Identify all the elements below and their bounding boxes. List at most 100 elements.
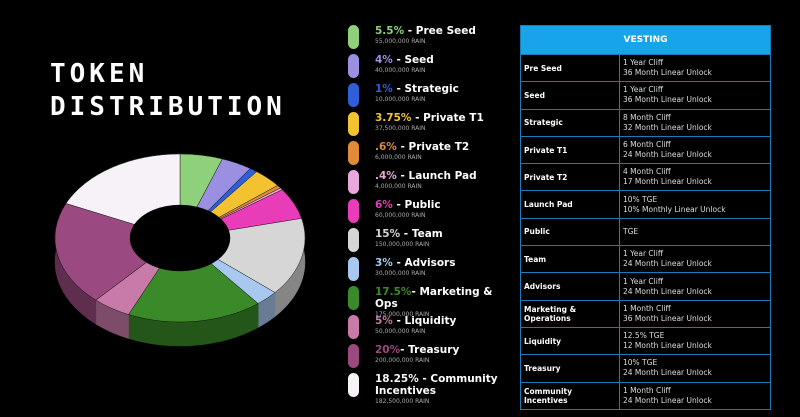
row-terms: 1 Year Cliff 36 Month Linear Unlock bbox=[619, 53, 771, 83]
legend-item: 6% - Public 60,000,000 RAIN bbox=[348, 199, 508, 225]
term-line: 1 Year Cliff bbox=[623, 249, 663, 259]
term-line: 1 Year Cliff bbox=[623, 276, 663, 286]
term-line: 10% TGE bbox=[623, 194, 658, 204]
legend-percent: 20% bbox=[375, 344, 401, 356]
legend-label: Public bbox=[404, 199, 441, 211]
row-label: Marketing & Operations bbox=[520, 299, 620, 328]
slice bbox=[128, 263, 259, 323]
row-label: Team bbox=[520, 245, 620, 274]
row-label: Seed bbox=[520, 81, 620, 110]
vesting-table: VESTING Pre Seed 1 Year Cliff 36 Month Lin… bbox=[520, 25, 771, 410]
legend-label: Advisors bbox=[404, 257, 456, 269]
term-line: 36 Month Linear Unlock bbox=[623, 95, 712, 105]
legend-label: Liquidity bbox=[404, 315, 457, 327]
legend-separator: - bbox=[392, 257, 405, 269]
legend-amount: 200,000,000 RAIN bbox=[375, 357, 430, 364]
legend-percent: 5.5% bbox=[375, 25, 405, 37]
legend-item: 15% - Team 150,000,000 RAIN bbox=[348, 228, 508, 254]
slice bbox=[54, 203, 147, 301]
legend-percent: .6% bbox=[375, 141, 397, 153]
legend-percent: 15% bbox=[375, 228, 401, 240]
term-line: 6 Month Cliff bbox=[623, 140, 671, 150]
legend-swatch bbox=[348, 25, 359, 49]
legend-amount: 10,000,000 RAIN bbox=[375, 96, 426, 103]
term-line: 1 Month Cliff bbox=[623, 303, 671, 313]
term-line: 24 Month Linear Unlock bbox=[623, 259, 712, 269]
legend-percent: 4% bbox=[375, 54, 393, 66]
legend-text: 1% - Strategic 10,000,000 RAIN bbox=[375, 83, 510, 104]
row-label: Launch Pad bbox=[520, 190, 620, 219]
table-row: Team 1 Year Cliff 24 Month Linear Unlock bbox=[520, 245, 771, 274]
row-label: Treasury bbox=[520, 354, 620, 383]
legend-swatch bbox=[348, 141, 359, 165]
legend-amount: 37,500,000 RAIN bbox=[375, 125, 426, 132]
term-line: 1 Month Cliff bbox=[623, 385, 671, 395]
row-label: Liquidity bbox=[520, 326, 620, 356]
row-terms: 4 Month Cliff 17 Month Linear Unlock bbox=[619, 163, 771, 192]
legend-amount: 150,000,000 RAIN bbox=[375, 241, 430, 248]
legend-item: 5% - Liquidity 50,000,000 RAIN bbox=[348, 315, 508, 341]
legend-item: 20%- Treasury 200,000,000 RAIN bbox=[348, 344, 508, 370]
row-terms: TGE bbox=[619, 217, 771, 247]
table-row: Community Incentives 1 Month Cliff 24 Mont… bbox=[520, 381, 771, 410]
legend-text: 3% - Advisors 30,000,000 RAIN bbox=[375, 257, 510, 278]
legend-amount: 6,000,000 RAIN bbox=[375, 154, 422, 161]
legend-text: .6% - Private T2 6,000,000 RAIN bbox=[375, 141, 510, 162]
legend-text: 5% - Liquidity 50,000,000 RAIN bbox=[375, 315, 510, 336]
row-label: Private T2 bbox=[520, 163, 620, 192]
row-label: Community Incentives bbox=[520, 381, 620, 410]
legend-text: 5.5% - Pree Seed 55,000,000 RAIN bbox=[375, 25, 510, 46]
term-line: 24 Month Linear Unlock bbox=[623, 395, 712, 405]
legend-swatch bbox=[348, 199, 359, 223]
legend-text: 4% - Seed 40,000,000 RAIN bbox=[375, 54, 510, 75]
legend-swatch bbox=[348, 286, 359, 310]
term-line: 12.5% TGE bbox=[623, 331, 665, 341]
legend-percent: 1% bbox=[375, 83, 393, 95]
legend-separator: - bbox=[404, 25, 416, 37]
legend-percent: 6% bbox=[375, 199, 393, 211]
legend-text: 17.5%- Marketing & Ops 175,000,000 RAIN bbox=[375, 286, 510, 319]
legend-amount: 30,000,000 RAIN bbox=[375, 270, 426, 277]
donut-chart bbox=[54, 153, 306, 347]
legend-separator: - bbox=[411, 286, 420, 298]
term-line: 1 Year Cliff bbox=[623, 85, 663, 95]
legend-label: Private T1 bbox=[423, 112, 484, 124]
legend-swatch bbox=[348, 373, 359, 397]
table-row: Seed 1 Year Cliff 36 Month Linear Unlock bbox=[520, 81, 771, 110]
legend-separator: - bbox=[418, 373, 431, 385]
table-header: VESTING bbox=[520, 25, 771, 55]
legend-separator: - bbox=[392, 199, 405, 211]
legend-separator: - bbox=[411, 112, 424, 124]
legend-text: 20%- Treasury 200,000,000 RAIN bbox=[375, 344, 510, 365]
slice-tops bbox=[54, 153, 306, 323]
legend-swatch bbox=[348, 257, 359, 281]
row-terms: 1 Year Cliff 24 Month Linear Unlock bbox=[619, 245, 771, 274]
table-row: Pre Seed 1 Year Cliff 36 Month Linear Unlo… bbox=[520, 53, 771, 83]
legend-label: Launch Pad bbox=[408, 170, 477, 182]
legend-amount: 60,000,000 RAIN bbox=[375, 212, 426, 219]
legend-separator: - bbox=[400, 228, 412, 240]
row-terms: 1 Year Cliff 24 Month Linear Unlock bbox=[619, 272, 771, 301]
legend-separator: - bbox=[392, 83, 405, 95]
legend-text: 6% - Public 60,000,000 RAIN bbox=[375, 199, 510, 220]
slice bbox=[65, 153, 181, 225]
legend-percent: 3% bbox=[375, 257, 393, 269]
legend-swatch bbox=[348, 344, 359, 368]
legend-swatch bbox=[348, 83, 359, 107]
row-terms: 1 Year Cliff 36 Month Linear Unlock bbox=[619, 81, 771, 110]
term-line: 24 Month Linear Unlock bbox=[623, 286, 712, 296]
legend-label: Community Incentives bbox=[375, 373, 498, 397]
table-row: Launch Pad 10% TGE 10% Monthly Linear Unlo… bbox=[520, 190, 771, 219]
legend-amount: 40,000,000 RAIN bbox=[375, 67, 426, 74]
legend-swatch bbox=[348, 54, 359, 78]
legend-percent: 3.75% bbox=[375, 112, 412, 124]
table-row: Liquidity 12.5% TGE 12 Month Linear Unlock bbox=[520, 326, 771, 356]
legend-swatch bbox=[348, 315, 359, 339]
row-label: Private T1 bbox=[520, 135, 620, 165]
row-label: Advisors bbox=[520, 272, 620, 301]
legend-amount: 55,000,000 RAIN bbox=[375, 38, 426, 45]
term-line: 4 Month Cliff bbox=[623, 167, 671, 177]
table-row: Private T1 6 Month Cliff 24 Month Linear U… bbox=[520, 135, 771, 165]
legend-item: 18.25% - Community Incentives 182,500,000… bbox=[348, 373, 508, 405]
term-line: 17 Month Linear Unlock bbox=[623, 177, 712, 187]
